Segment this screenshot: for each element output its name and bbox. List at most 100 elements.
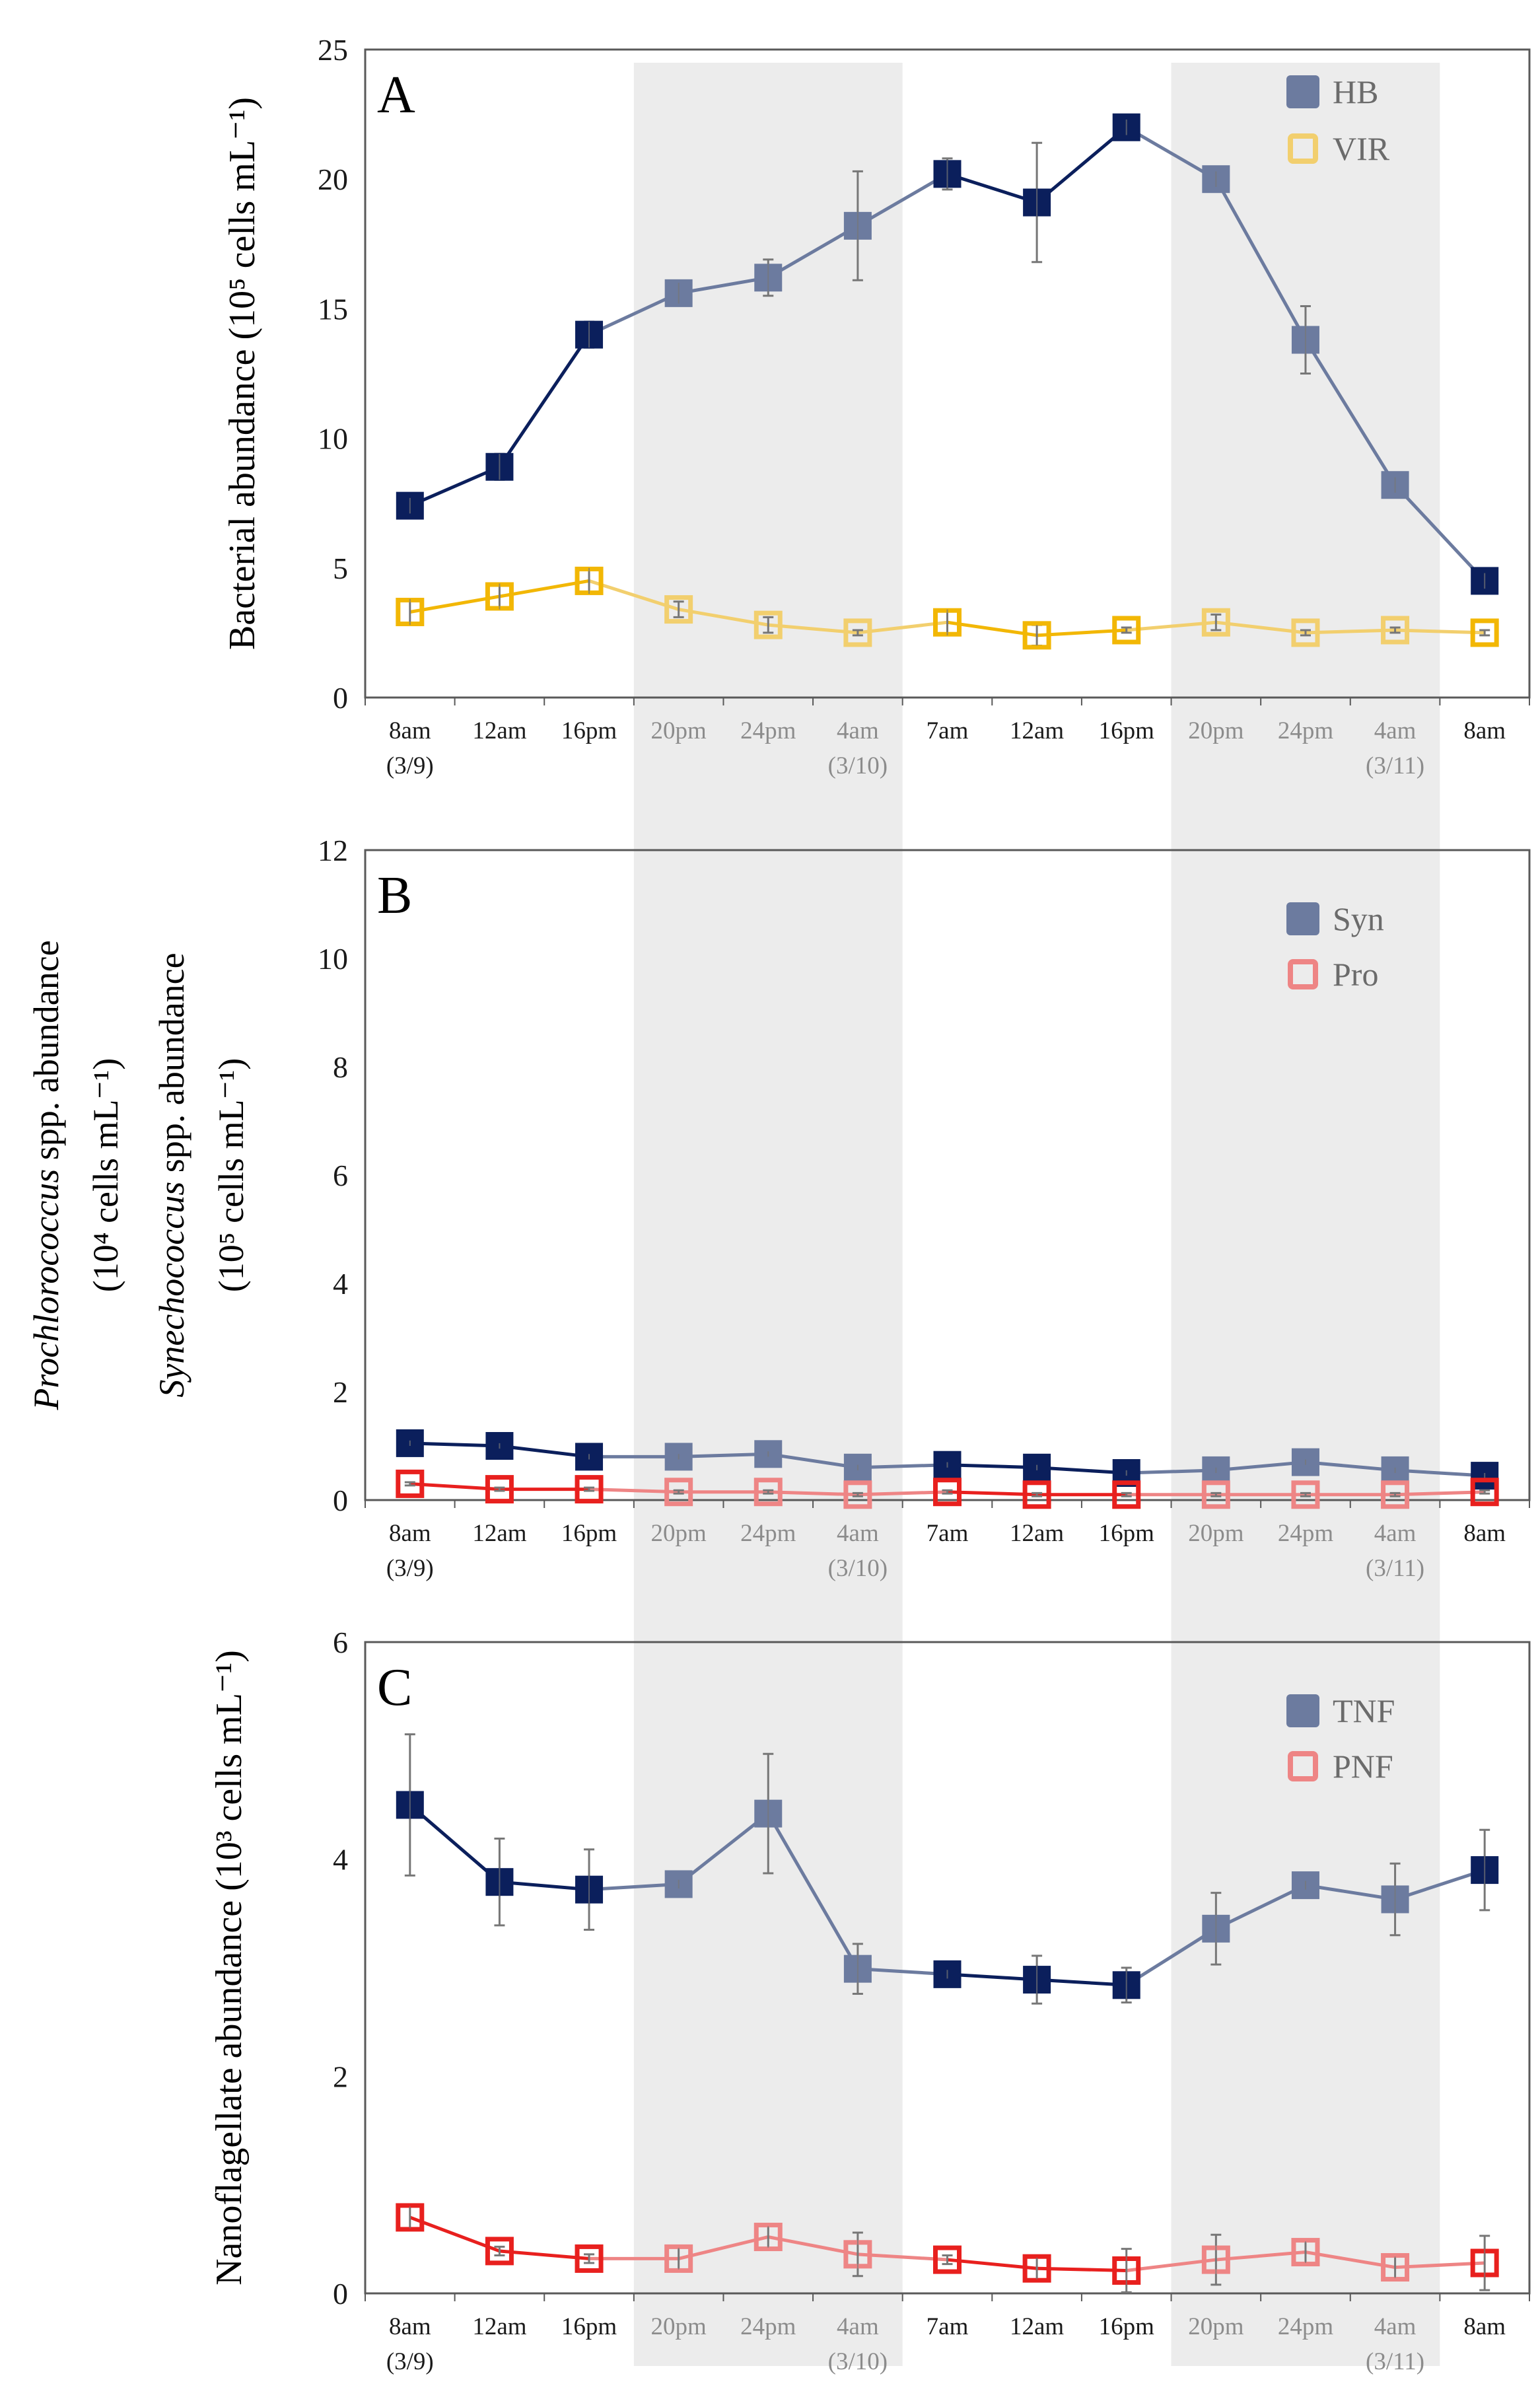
data-point — [1381, 1480, 1410, 1509]
y-axis-label-italic: Prochlorococcus — [26, 1169, 66, 1411]
plot-frame — [364, 48, 1531, 699]
y-tick-label: 10 — [318, 422, 348, 456]
series-line-segment — [409, 594, 500, 614]
y-axis-label: Bacterial abundance (10⁵ cells mL⁻¹) — [222, 97, 263, 650]
y-tick-label: 4 — [333, 1267, 348, 1301]
legend-label: TNF — [1333, 1692, 1395, 1729]
legend-label: Syn — [1333, 900, 1384, 937]
data-point — [396, 2203, 425, 2232]
series-line-segment — [588, 1488, 679, 1494]
y-tick-label: 6 — [333, 1626, 348, 1659]
series-line-segment — [499, 579, 590, 598]
panel-label: B — [377, 867, 412, 925]
data-point — [664, 1478, 693, 1507]
x-tick-label: 4am — [1374, 1520, 1417, 1547]
series-line-segment — [588, 579, 680, 611]
series-line-segment — [1036, 1978, 1127, 1987]
y-tick-label: 4 — [333, 1843, 348, 1877]
series-line-segment — [857, 620, 948, 635]
x-tick-label: 7am — [927, 1520, 969, 1547]
x-tick-label: 8am — [389, 717, 431, 744]
series-line-segment — [1216, 2250, 1306, 2262]
series-line-segment — [1305, 628, 1395, 635]
y-tick-label: 0 — [333, 1484, 348, 1517]
x-tick-sublabel: (3/10) — [828, 2348, 888, 2375]
x-tick-sublabel: (3/11) — [1366, 1555, 1424, 1582]
data-point — [396, 1469, 425, 1498]
series-syn: Syn — [396, 900, 1499, 1490]
series-line-segment — [857, 1463, 948, 1470]
series-line-segment — [1395, 1490, 1485, 1497]
y-tick-label: 5 — [333, 552, 348, 585]
y-axis-label-text: (10⁵ cells mL⁻¹) — [211, 1058, 251, 1292]
data-point — [1291, 1480, 1320, 1509]
series-line-segment — [1395, 1468, 1485, 1478]
data-point — [753, 2223, 783, 2252]
x-tick-label: 20pm — [651, 2313, 707, 2340]
x-tick-label: 4am — [1374, 717, 1417, 744]
series-line-segment — [409, 2215, 501, 2253]
data-point — [575, 1475, 604, 1504]
series-line-segment — [947, 1490, 1037, 1497]
series-line-segment — [409, 1803, 501, 1884]
data-point — [933, 2245, 962, 2274]
series-line-segment — [678, 1812, 769, 1886]
data-point — [664, 595, 693, 624]
series-line-segment — [768, 1490, 858, 1497]
panel-b: 0 2 4 6 8 10 12 8am (3/9) 12am 16pm 20pm 24pm 4am (3/1… — [26, 834, 1531, 1582]
x-tick-label: 8am — [389, 2313, 431, 2340]
y-tick-label: 6 — [333, 1159, 348, 1192]
series-line-segment — [678, 608, 769, 627]
series-line-segment — [499, 1880, 590, 1892]
series-line-segment — [857, 172, 948, 227]
series-pro: Pro — [396, 956, 1499, 1509]
series-line-segment — [947, 620, 1037, 637]
x-tick-label: 20pm — [1188, 717, 1244, 744]
x-tick-label: 7am — [927, 717, 969, 744]
plot-frame — [364, 849, 1531, 1501]
panel-label: A — [377, 66, 415, 124]
x-tick-label: 4am — [1374, 2313, 1417, 2340]
data-point — [1022, 621, 1051, 650]
x-tick-label: 8am — [1463, 2313, 1506, 2340]
legend-marker — [1288, 1751, 1318, 1781]
data-point — [1291, 618, 1320, 647]
legend-marker — [1288, 133, 1318, 164]
x-tick-sublabel: (3/10) — [828, 1555, 888, 1582]
series-line-segment — [409, 1441, 500, 1448]
x-tick-label: 24pm — [740, 717, 796, 744]
legend-label: Pro — [1333, 956, 1378, 993]
x-tick-sublabel: (3/9) — [386, 752, 434, 779]
series-line-segment — [499, 2249, 590, 2260]
x-tick-label: 24pm — [740, 2313, 796, 2340]
series-pnf: PNF — [396, 1748, 1499, 2293]
x-tick-label: 24pm — [740, 1520, 796, 1547]
x-tick-label: 24pm — [1278, 717, 1334, 744]
y-tick-label: 0 — [333, 2277, 348, 2311]
series-hb: HB — [396, 73, 1499, 595]
x-tick-label: 16pm — [561, 717, 617, 744]
y-tick-label: 25 — [318, 33, 348, 67]
series-line-segment — [857, 1490, 948, 1497]
series-line-segment — [767, 2235, 858, 2256]
panel-a: 0 5 10 15 20 25 8am (3/9) 12am 16pm 20pm 24pm 4am (3/… — [222, 33, 1531, 779]
series-line-segment — [947, 2258, 1037, 2270]
x-tick-label: 4am — [837, 717, 879, 744]
data-point — [1470, 1478, 1499, 1507]
data-point — [1022, 2254, 1051, 2283]
series-line-segment — [1304, 339, 1397, 486]
data-point — [1470, 618, 1499, 647]
x-tick-sublabel: (3/9) — [386, 2348, 434, 2375]
series-line-segment — [857, 2252, 948, 2262]
y-axis-label-text: (10⁴ cells mL⁻¹) — [86, 1058, 125, 1292]
data-point — [1381, 616, 1410, 645]
data-point — [1291, 2238, 1320, 2267]
series-line-segment — [768, 623, 858, 635]
x-tick-sublabel: (3/11) — [1366, 752, 1424, 779]
series-line-segment — [678, 1452, 769, 1458]
plot-frame — [364, 1641, 1531, 2295]
x-tick-label: 12am — [1010, 717, 1064, 744]
data-point — [485, 1475, 514, 1504]
legend-marker — [1286, 902, 1319, 935]
